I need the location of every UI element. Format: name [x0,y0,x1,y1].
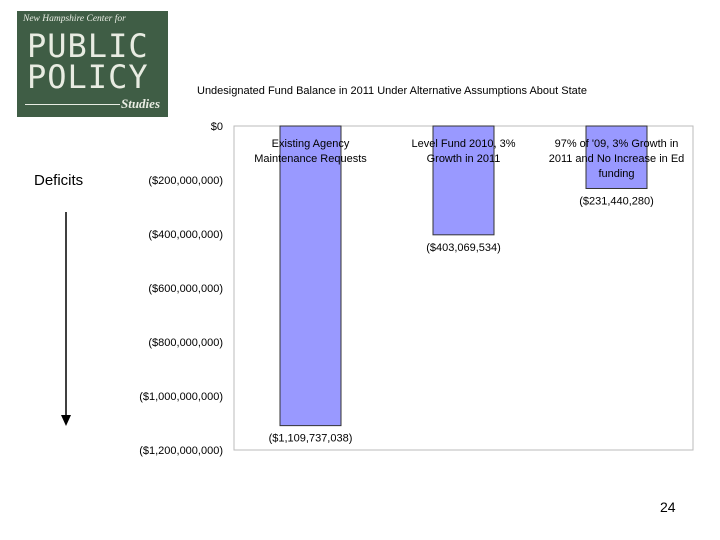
logo-tagline: New Hampshire Center for [23,14,126,24]
down-arrow-icon [61,212,71,426]
y-tick-label: ($1,000,000,000) [139,391,223,403]
data-label: ($1,109,737,038) [269,433,353,445]
page-number: 24 [660,499,676,515]
bar [585,125,648,189]
chart-title: Undesignated Fund Balance in 2011 Under … [197,85,587,97]
y-tick-label: ($400,000,000) [148,229,223,241]
logo-policy-text: POLICY [27,58,149,96]
bar [432,125,495,236]
bar [279,125,342,427]
y-tick-label: ($1,200,000,000) [139,445,223,457]
logo-studies-text: Studies [120,96,160,111]
logo: New Hampshire Center for PUBLIC POLICY S… [17,11,168,117]
category-label: Existing Agency Maintenance Requests [254,138,367,165]
deficits-label: Deficits [34,172,84,189]
data-label: ($231,440,280) [579,195,654,207]
y-tick-label: $0 [211,121,223,133]
logo-public-text: PUBLIC [27,27,149,65]
y-tick-label: ($600,000,000) [148,283,223,295]
logo-rule [25,104,120,105]
data-label: ($403,069,534) [426,242,501,254]
y-tick-label: ($800,000,000) [148,337,223,349]
y-tick-label: ($200,000,000) [148,175,223,187]
category-label: Level Fund 2010, 3% Growth in 2011 [412,138,516,165]
category-label: 97% of '09, 3% Growth in 2011 and No Incr… [549,138,685,180]
